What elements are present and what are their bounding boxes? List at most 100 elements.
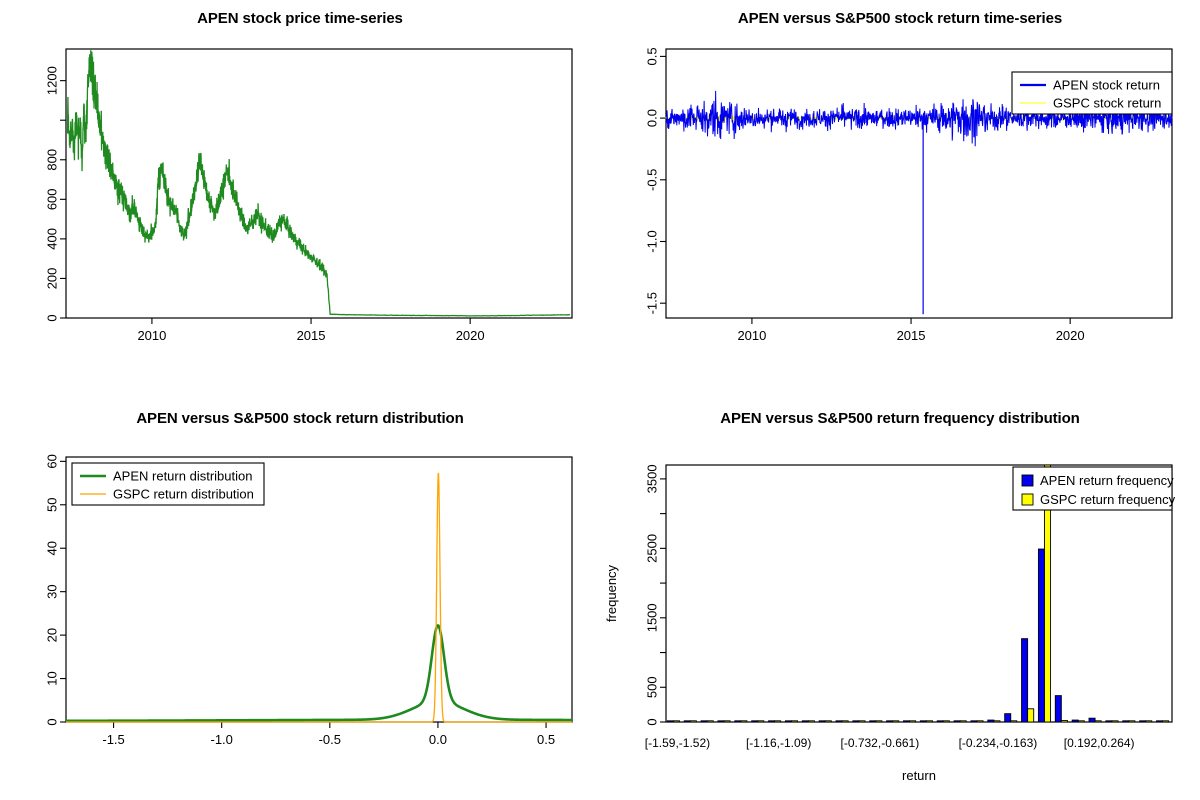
panel-apen-gspc-frequency: APEN versus S&P500 return frequency dist…	[600, 400, 1200, 800]
y-tick-label: -0.5	[645, 169, 660, 191]
y-tick-label: 800	[45, 149, 60, 171]
bar	[1145, 720, 1153, 723]
bar	[835, 720, 843, 723]
apen-density-line	[66, 624, 573, 723]
legend-box	[1012, 466, 1173, 511]
legend-swatch	[1021, 493, 1034, 506]
y-tick-label: -1.5	[645, 292, 660, 314]
bar	[1004, 713, 1012, 723]
bar	[942, 720, 950, 723]
bar	[1060, 720, 1068, 723]
x-tick-label: 2020	[1056, 328, 1085, 343]
bar	[824, 720, 832, 723]
x-tick-label: 2010	[737, 328, 766, 343]
bar	[768, 720, 776, 723]
bar	[1088, 717, 1096, 723]
gspc-density-line	[66, 472, 572, 723]
bar	[1162, 720, 1170, 723]
bar	[784, 720, 792, 723]
y-tick-label: 30	[45, 584, 60, 598]
bar	[886, 720, 894, 723]
bar	[1156, 720, 1163, 723]
apen-gspc-returns-chart: 0.5 0.0 -0.5 -1.0 -1.5 2010 2015 2020 APEN stock…	[645, 47, 1173, 343]
frequency-legend: APEN return frequency GSPC return frequen…	[1012, 466, 1176, 511]
y-tick-label: 0	[45, 718, 60, 725]
bar	[706, 720, 714, 723]
bar	[1105, 720, 1113, 723]
bar	[689, 720, 697, 723]
x-tick-label: 2020	[456, 328, 485, 343]
legend-box	[71, 462, 265, 506]
x-tick-label: -1.5	[102, 732, 124, 747]
bar	[970, 720, 978, 723]
bar	[1139, 720, 1147, 723]
bar	[1010, 720, 1018, 723]
y-tick-label: 0.5	[645, 47, 660, 65]
x-tick-label: [0.192,0.264)	[1064, 736, 1135, 750]
y-tick-label: 40	[45, 541, 60, 555]
bar	[869, 720, 877, 723]
plot-frame	[665, 464, 1173, 723]
x-tick-label: -0.5	[319, 732, 341, 747]
x-tick-label: 0.5	[537, 732, 555, 747]
bar	[1111, 720, 1119, 723]
bar	[1094, 720, 1102, 723]
panel-apen-price: APEN stock price time-series 0 200 400 600 8…	[0, 0, 600, 400]
y-tick-label: 200	[45, 268, 60, 290]
y-tick-label: -1.0	[645, 230, 660, 252]
plot-frame	[65, 48, 573, 319]
legend-swatch	[1021, 474, 1034, 487]
bar	[1021, 638, 1029, 723]
x-tick-label: 2010	[137, 328, 166, 343]
apen-gspc-density-chart: 0 10 20 30 40 50 60 -1.5 -1.0 -0.5 0.0 0.5 APEN retu…	[45, 454, 573, 747]
bar	[919, 720, 927, 723]
panel-title-apen-gspc-frequency: APEN versus S&P500 return frequency dist…	[720, 410, 1080, 427]
bar	[1054, 695, 1062, 723]
bar	[666, 720, 674, 723]
bar	[1122, 720, 1130, 723]
y-tick-label: 60	[45, 454, 60, 468]
bar	[852, 720, 860, 723]
bar	[841, 720, 849, 723]
y-tick-label: 1200	[45, 66, 60, 95]
bar	[976, 720, 984, 723]
y-tick-label: 1500	[645, 603, 660, 632]
x-tick-label: 2015	[897, 328, 926, 343]
y-tick-label: 400	[45, 228, 60, 250]
y-tick-label: 10	[45, 671, 60, 685]
bar	[892, 720, 900, 723]
bar	[1077, 720, 1085, 723]
y-tick-label: 2500	[645, 534, 660, 563]
bar	[700, 720, 708, 723]
bar	[959, 720, 967, 723]
apen-gspc-frequency-chart: 0 500 1500 2500 3500 frequency [-1.59,-1.52) [-…	[604, 464, 1176, 783]
bar	[903, 720, 910, 723]
density-legend: APEN return distribution GSPC return dist…	[71, 462, 265, 506]
bar	[909, 720, 917, 723]
bar	[672, 720, 680, 723]
panel-apen-gspc-returns: APEN versus S&P500 stock return time-ser…	[600, 0, 1200, 400]
x-axis-title: return	[902, 768, 936, 783]
returns-legend: APEN stock return GSPC stock return	[1011, 71, 1173, 115]
bar	[1071, 719, 1079, 723]
apen-price-chart: 0 200 400 600 800 1200 2010 2015 2020	[45, 48, 573, 343]
y-tick-label: 0	[45, 314, 60, 321]
bar	[683, 720, 691, 723]
bar	[740, 720, 748, 723]
x-tick-label: 2015	[297, 328, 326, 343]
y-tick-label: 0	[645, 718, 660, 725]
bar	[1037, 548, 1045, 723]
x-tick-label: [-1.59,-1.52)	[645, 736, 710, 750]
legend-label: APEN return frequency	[1040, 473, 1174, 488]
bar	[858, 720, 866, 723]
y-tick-label: 20	[45, 628, 60, 642]
legend-box	[1011, 71, 1173, 115]
bar	[774, 720, 782, 723]
bar	[751, 720, 759, 723]
legend-label: GSPC stock return	[1053, 96, 1161, 111]
panel-title-apen-gspc-returns: APEN versus S&P500 stock return time-ser…	[737, 10, 1063, 27]
bar	[925, 720, 933, 723]
x-tick-label: -1.0	[210, 732, 232, 747]
bar	[987, 719, 995, 723]
